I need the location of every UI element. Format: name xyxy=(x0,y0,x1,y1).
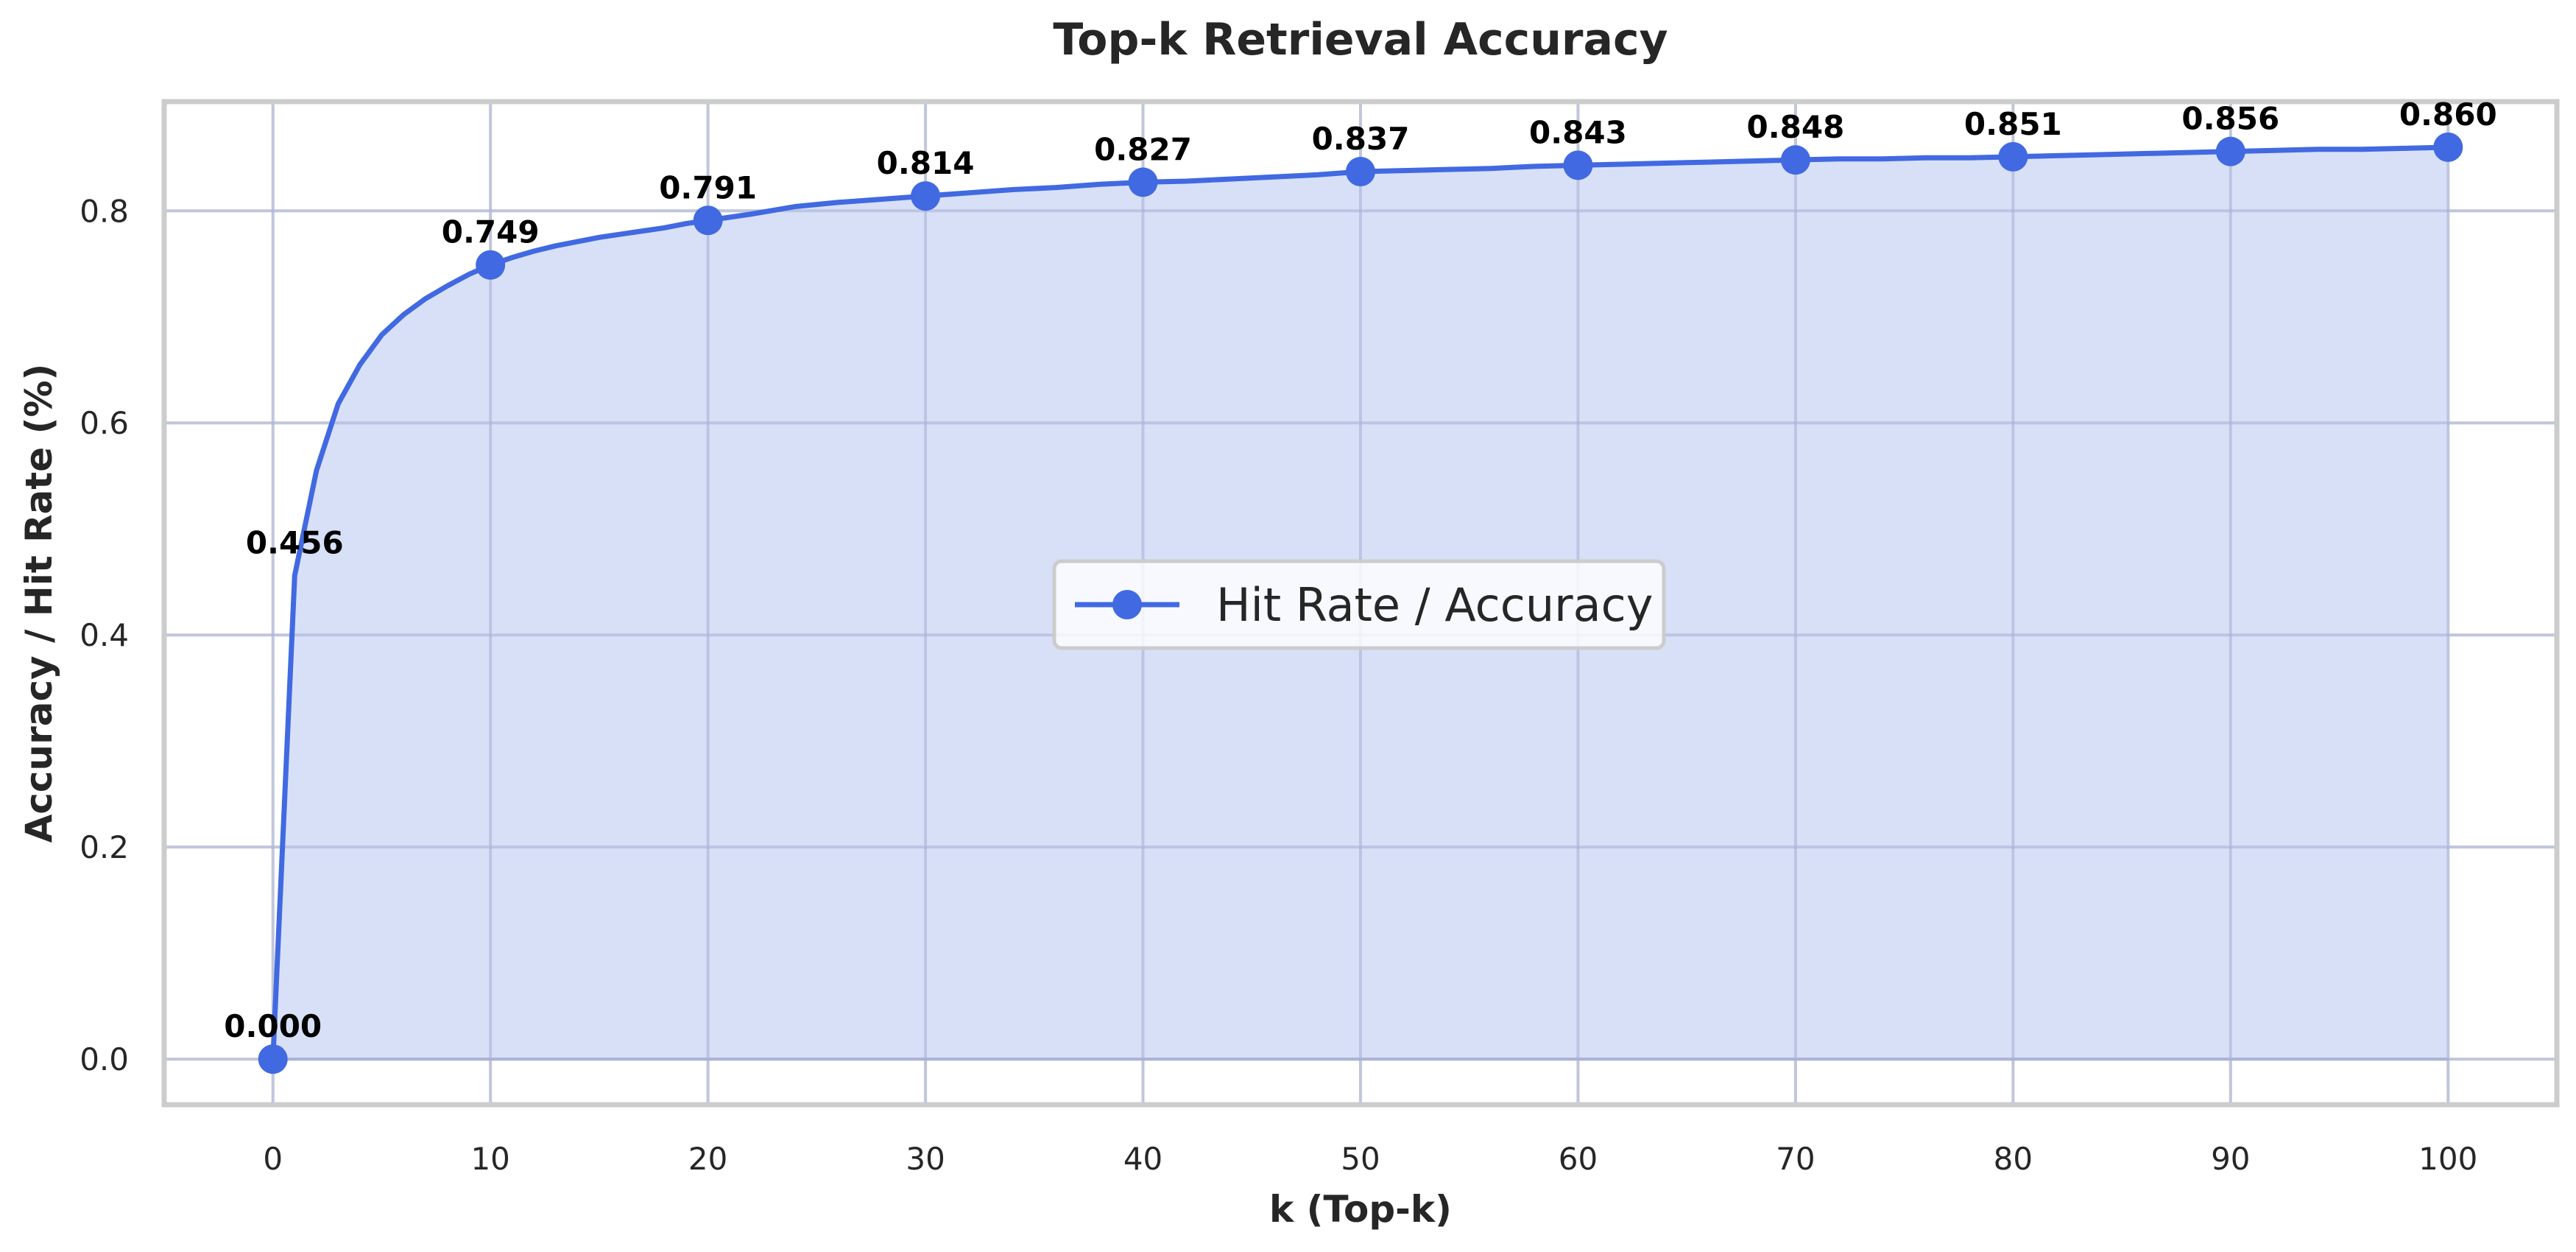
data-label: 0.749 xyxy=(442,214,540,250)
x-tick-label: 60 xyxy=(1559,1141,1598,1177)
x-axis-label: k (Top-k) xyxy=(1269,1188,1452,1231)
data-label: 0.851 xyxy=(1964,106,2062,142)
data-point-marker xyxy=(258,1044,288,1075)
x-tick-label: 10 xyxy=(470,1141,509,1177)
legend-marker-sample xyxy=(1112,590,1142,619)
y-tick-label: 0.6 xyxy=(80,405,129,441)
data-point-marker xyxy=(1780,145,1810,175)
x-tick-label: 100 xyxy=(2418,1141,2477,1177)
data-point-marker xyxy=(1346,157,1375,187)
data-label: 0.000 xyxy=(224,1008,322,1044)
y-tick-label: 0.8 xyxy=(80,193,129,229)
legend-box xyxy=(1052,559,1666,650)
x-tick-label: 0 xyxy=(263,1141,283,1177)
data-label: 0.814 xyxy=(877,145,975,181)
data-point-marker xyxy=(911,181,941,211)
x-tick-label: 30 xyxy=(906,1141,945,1177)
data-label: 0.856 xyxy=(2181,101,2279,137)
legend-label: Hit Rate / Accuracy xyxy=(1216,578,1653,632)
y-tick-labels: 0.0 0.2 0.4 0.6 0.8 xyxy=(80,193,129,1077)
data-label: 0.791 xyxy=(659,169,757,205)
x-tick-label: 80 xyxy=(1994,1141,2033,1177)
data-labels: 0.000 0.456 0.749 0.791 0.814 0.827 0.837 0.843… xyxy=(224,96,2496,1044)
data-point-marker xyxy=(2433,132,2463,162)
data-label: 0.837 xyxy=(1312,121,1410,157)
y-tick-label: 0.2 xyxy=(80,829,129,865)
data-point-marker xyxy=(476,250,506,280)
vertical-gridlines-overlay xyxy=(164,102,2557,1105)
data-label: 0.848 xyxy=(1746,109,1844,145)
y-tick-label: 0.4 xyxy=(80,617,129,653)
y-axis-label: Accuracy / Hit Rate (%) xyxy=(18,364,60,843)
x-tick-label: 40 xyxy=(1123,1141,1162,1177)
data-label: 0.860 xyxy=(2399,96,2497,133)
data-label: 0.843 xyxy=(1529,114,1627,150)
data-label: 0.827 xyxy=(1094,131,1192,167)
y-tick-label: 0.0 xyxy=(80,1041,129,1077)
plot-frame xyxy=(161,99,2560,1108)
data-point-marker xyxy=(693,205,723,236)
data-point-marker xyxy=(1128,167,1158,197)
series-markers xyxy=(258,132,2463,1075)
x-tick-label: 90 xyxy=(2211,1141,2250,1177)
chart-title: Top-k Retrieval Accuracy xyxy=(1053,14,1668,66)
data-point-marker xyxy=(1998,141,2028,172)
x-tick-labels: 0 10 20 30 40 50 60 70 80 90 100 xyxy=(263,1141,2477,1177)
data-point-marker xyxy=(2215,136,2245,166)
x-tick-label: 50 xyxy=(1341,1141,1380,1177)
x-tick-label: 20 xyxy=(688,1141,727,1177)
x-tick-label: 70 xyxy=(1776,1141,1815,1177)
data-point-marker xyxy=(1563,150,1593,180)
data-label: 0.456 xyxy=(246,525,344,561)
legend: Hit Rate / Accuracy xyxy=(1052,559,1666,650)
